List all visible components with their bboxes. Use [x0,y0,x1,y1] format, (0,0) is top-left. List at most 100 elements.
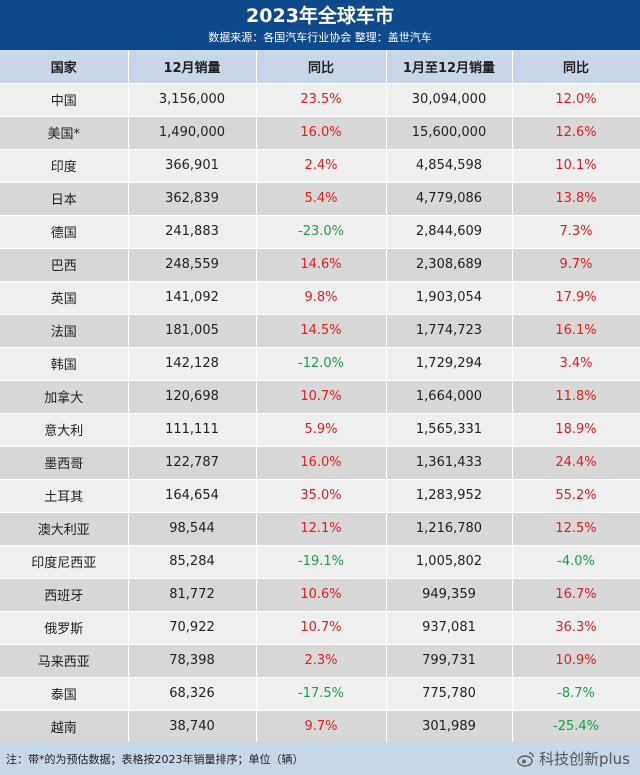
ytd-yoy-cell: 3.4% [512,347,640,381]
dec-yoy-cell: 2.3% [256,644,387,678]
ytd-sales-cell: 30,094,000 [386,83,513,117]
dec-yoy-cell: -12.0% [256,347,387,381]
dec-sales-cell: 3,156,000 [128,83,257,117]
ytd-yoy-cell: 7.3% [512,215,640,249]
table-row: 韩国 142,128 -12.0% 1,729,294 3.4% [0,347,640,381]
country-cell: 越南 [0,710,129,744]
ytd-sales-cell: 775,780 [386,677,513,711]
country-cell: 马来西亚 [0,644,129,678]
car-sales-table: 国家 12月销量 同比 1月至12月销量 同比 中国 3,156,000 23.5%… [0,50,640,744]
dec-yoy-cell: 23.5% [256,83,387,117]
country-cell: 日本 [0,182,129,216]
table-row: 土耳其 164,654 35.0% 1,283,952 55.2% [0,479,640,513]
column-header-row: 国家 12月销量 同比 1月至12月销量 同比 [0,50,640,84]
country-cell: 法国 [0,314,129,348]
country-cell: 西班牙 [0,578,129,612]
dec-sales-cell: 68,326 [128,677,257,711]
table-row: 中国 3,156,000 23.5% 30,094,000 12.0% [0,83,640,117]
ytd-yoy-cell: -25.4% [512,710,640,744]
dec-sales-cell: 366,901 [128,149,257,183]
table-row: 墨西哥 122,787 16.0% 1,361,433 24.4% [0,446,640,480]
ytd-sales-cell: 1,729,294 [386,347,513,381]
dec-sales-cell: 122,787 [128,446,257,480]
dec-yoy-cell: 9.8% [256,281,387,315]
dec-yoy-cell: -17.5% [256,677,387,711]
table-row: 马来西亚 78,398 2.3% 799,731 10.9% [0,644,640,678]
dec-sales-cell: 120,698 [128,380,257,414]
dec-yoy-cell: 2.4% [256,149,387,183]
country-cell: 俄罗斯 [0,611,129,645]
ytd-yoy-cell: -4.0% [512,545,640,579]
dec-sales-cell: 142,128 [128,347,257,381]
dec-sales-cell: 248,559 [128,248,257,282]
ytd-yoy-cell: 10.9% [512,644,640,678]
dec-sales-cell: 111,111 [128,413,257,447]
country-cell: 中国 [0,83,129,117]
ytd-sales-cell: 949,359 [386,578,513,612]
ytd-sales-cell: 799,731 [386,644,513,678]
ytd-sales-cell: 301,989 [386,710,513,744]
ytd-yoy-cell: 13.8% [512,182,640,216]
dec-yoy-cell: 14.6% [256,248,387,282]
watermark: 科技创新plus [517,748,630,769]
country-cell: 墨西哥 [0,446,129,480]
table-body: 中国 3,156,000 23.5% 30,094,000 12.0% 美国* 1,490,… [0,83,640,744]
dec-yoy-cell: 10.7% [256,380,387,414]
table-row: 西班牙 81,772 10.6% 949,359 16.7% [0,578,640,612]
column-header-ytd-yoy: 同比 [512,50,640,84]
dec-sales-cell: 98,544 [128,512,257,546]
ytd-sales-cell: 1,283,952 [386,479,513,513]
page-subtitle: 数据来源：各国汽车行业协会 整理：盖世汽车 [208,31,432,44]
dec-yoy-cell: 10.7% [256,611,387,645]
footer-bar: 注：带*的为预估数据；表格按2023年销量排序；单位（辆） 科技创新plus [0,742,640,775]
ytd-yoy-cell: 12.0% [512,83,640,117]
table-row: 巴西 248,559 14.6% 2,308,689 9.7% [0,248,640,282]
dec-yoy-cell: 5.9% [256,413,387,447]
dec-sales-cell: 70,922 [128,611,257,645]
ytd-yoy-cell: 16.7% [512,578,640,612]
ytd-yoy-cell: 16.1% [512,314,640,348]
dec-yoy-cell: 9.7% [256,710,387,744]
ytd-yoy-cell: 12.5% [512,512,640,546]
ytd-yoy-cell: 12.6% [512,116,640,150]
table-row: 越南 38,740 9.7% 301,989 -25.4% [0,710,640,744]
ytd-sales-cell: 1,774,723 [386,314,513,348]
table-row: 德国 241,883 -23.0% 2,844,609 7.3% [0,215,640,249]
country-cell: 澳大利亚 [0,512,129,546]
ytd-sales-cell: 1,216,780 [386,512,513,546]
dec-yoy-cell: 10.6% [256,578,387,612]
ytd-yoy-cell: 9.7% [512,248,640,282]
column-header-country: 国家 [0,50,129,84]
ytd-sales-cell: 1,903,054 [386,281,513,315]
country-cell: 意大利 [0,413,129,447]
ytd-sales-cell: 1,005,802 [386,545,513,579]
table-row: 俄罗斯 70,922 10.7% 937,081 36.3% [0,611,640,645]
dec-yoy-cell: -19.1% [256,545,387,579]
dec-sales-cell: 181,005 [128,314,257,348]
dec-yoy-cell: 5.4% [256,182,387,216]
dec-sales-cell: 241,883 [128,215,257,249]
dec-sales-cell: 38,740 [128,710,257,744]
dec-yoy-cell: 12.1% [256,512,387,546]
country-cell: 巴西 [0,248,129,282]
ytd-yoy-cell: 36.3% [512,611,640,645]
watermark-text: 科技创新plus [538,750,630,768]
country-cell: 英国 [0,281,129,315]
ytd-sales-cell: 4,854,598 [386,149,513,183]
dec-sales-cell: 141,092 [128,281,257,315]
ytd-sales-cell: 1,361,433 [386,446,513,480]
dec-sales-cell: 362,839 [128,182,257,216]
country-cell: 德国 [0,215,129,249]
dec-yoy-cell: 35.0% [256,479,387,513]
dec-sales-cell: 81,772 [128,578,257,612]
dec-sales-cell: 78,398 [128,644,257,678]
country-cell: 印度 [0,149,129,183]
ytd-yoy-cell: 24.4% [512,446,640,480]
dec-sales-cell: 85,284 [128,545,257,579]
dec-yoy-cell: -23.0% [256,215,387,249]
page-title: 2023年全球车市 [246,5,394,27]
country-cell: 美国* [0,116,129,150]
ytd-sales-cell: 2,308,689 [386,248,513,282]
country-cell: 泰国 [0,677,129,711]
ytd-yoy-cell: 10.1% [512,149,640,183]
